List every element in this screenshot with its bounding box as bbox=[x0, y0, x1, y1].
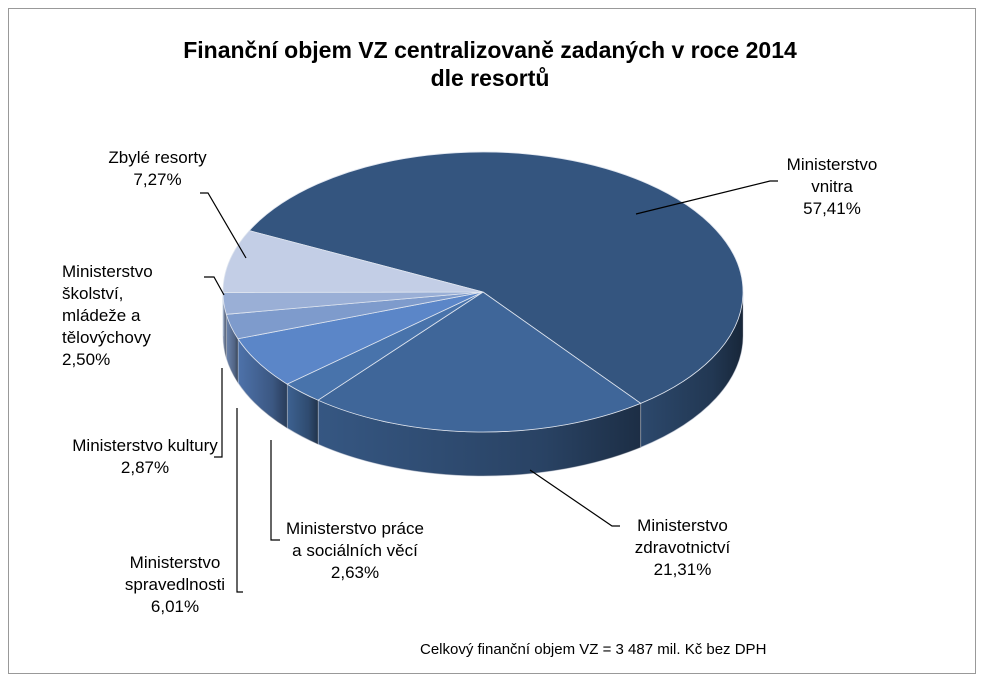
slice-side-shade bbox=[237, 338, 288, 429]
chart-frame bbox=[8, 8, 976, 674]
slice-label: Ministerstvo zdravotnictví 21,31% bbox=[615, 515, 750, 581]
pie-sides bbox=[222, 291, 744, 477]
slice-side-shade bbox=[226, 314, 238, 383]
category-label: Zbylé resorty bbox=[108, 148, 207, 167]
leader-line bbox=[214, 368, 223, 458]
slice-side-shade bbox=[640, 292, 743, 448]
category-label: Ministerstvo práce a sociálních věcí bbox=[286, 519, 424, 560]
slice-label: Ministerstvo vnitra 57,41% bbox=[772, 154, 892, 220]
value-label: 21,31% bbox=[653, 560, 712, 579]
slice-side-shade bbox=[223, 292, 227, 359]
value-label: 2,87% bbox=[120, 458, 170, 477]
annotation: Celkový finanční objem VZ = 3 487 mil. K… bbox=[420, 641, 767, 658]
slice-label: Zbylé resorty 7,27% bbox=[75, 147, 240, 191]
slice bbox=[222, 230, 484, 293]
pie-tops bbox=[222, 151, 744, 433]
slice-label: Ministerstvo práce a sociálních věcí 2,63… bbox=[285, 518, 425, 584]
value-label: 2,63% bbox=[330, 563, 380, 582]
leader-line bbox=[200, 192, 247, 259]
leader-line bbox=[236, 408, 243, 593]
category-label: Ministerstvo zdravotnictví bbox=[634, 516, 731, 557]
slice-side-shade bbox=[317, 400, 641, 476]
value-label: 2,50% bbox=[62, 350, 111, 369]
leader-lines bbox=[200, 180, 778, 593]
value-label: 57,41% bbox=[803, 199, 861, 218]
slice-side-shade bbox=[287, 384, 318, 445]
value-label: 7,27% bbox=[133, 170, 182, 189]
slice-label: Ministerstvo kultury 2,87% bbox=[70, 435, 220, 479]
leader-line bbox=[635, 180, 778, 215]
pie bbox=[222, 151, 744, 477]
value-label: 6,01% bbox=[150, 597, 200, 616]
chart-title: Finanční objem VZ centralizovaně zadanýc… bbox=[183, 37, 797, 91]
category-label: Ministerstvo kultury bbox=[72, 436, 218, 455]
category-label: Ministerstvo vnitra bbox=[786, 155, 878, 196]
leader-line bbox=[204, 276, 225, 296]
slice-label: Ministerstvo školství, mládeže a tělovýc… bbox=[62, 261, 192, 371]
slice bbox=[248, 151, 744, 404]
slice bbox=[317, 291, 642, 433]
category-label: Ministerstvo školství, mládeže a tělovýc… bbox=[62, 262, 153, 347]
leader-line bbox=[270, 440, 280, 541]
slice-label: Ministerstvo spravedlnosti 6,01% bbox=[100, 552, 250, 618]
category-label: Ministerstvo spravedlnosti bbox=[124, 553, 226, 594]
leader-line bbox=[529, 469, 620, 527]
